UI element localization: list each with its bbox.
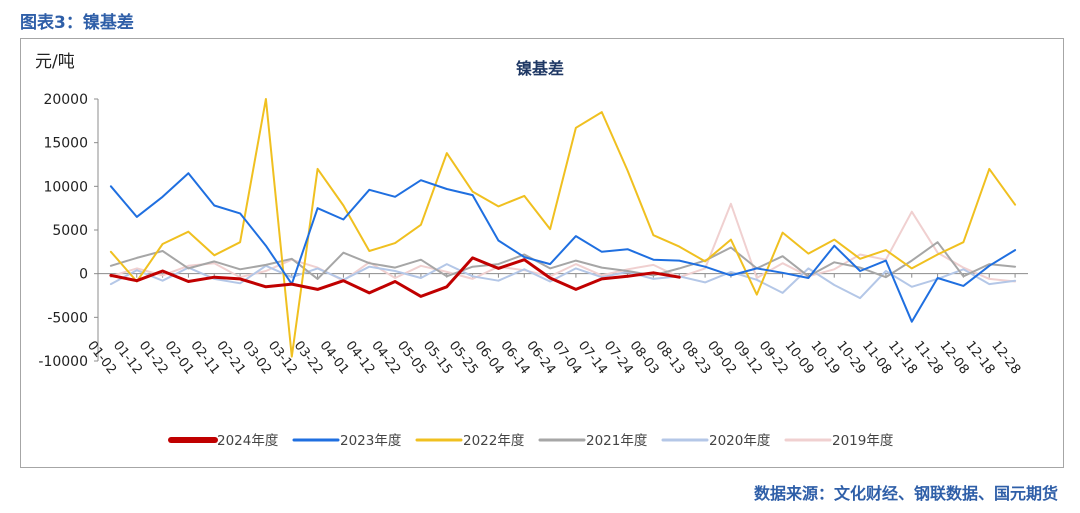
legend-label: 2022年度	[463, 433, 524, 449]
figure-title: 图表3：镍基差	[20, 13, 134, 33]
legend: 2024年度 2023年度 2022年度 2021年度 2020年度 2019年度	[168, 433, 893, 449]
x-tick-label: 12-28	[988, 338, 1023, 377]
legend-label: 2020年度	[709, 433, 770, 449]
legend-label: 2024年度	[217, 433, 278, 449]
y-tick-label: 15000	[43, 136, 88, 152]
y-tick-label: 5000	[52, 223, 88, 239]
series-line	[109, 263, 1017, 300]
y-axis: 20000 15000 10000 5000 0 -5000 -10000	[38, 92, 99, 370]
source-note: 数据来源：文化财经、钢联数据、国元期货	[753, 484, 1058, 503]
y-axis-unit-label: 元/吨	[35, 52, 75, 72]
y-tick-label: -5000	[47, 310, 88, 326]
chart-title: 镍基差	[516, 59, 564, 78]
legend-label: 2023年度	[340, 433, 401, 449]
chart-frame	[20, 38, 1064, 468]
series-line	[109, 172, 1017, 323]
y-tick-label: 20000	[43, 92, 88, 108]
legend-label: 2019年度	[832, 433, 893, 449]
series-layer	[109, 98, 1017, 358]
series-line	[109, 98, 1017, 358]
y-tick-label: 0	[79, 267, 88, 283]
x-axis: 01-0201-1201-2202-0102-1102-2103-0203-12…	[84, 273, 1028, 377]
y-tick-label: 10000	[43, 179, 88, 195]
y-tick-label: -10000	[38, 354, 88, 370]
series-line	[109, 202, 1017, 283]
legend-label: 2021年度	[586, 433, 647, 449]
series-line	[109, 256, 681, 298]
